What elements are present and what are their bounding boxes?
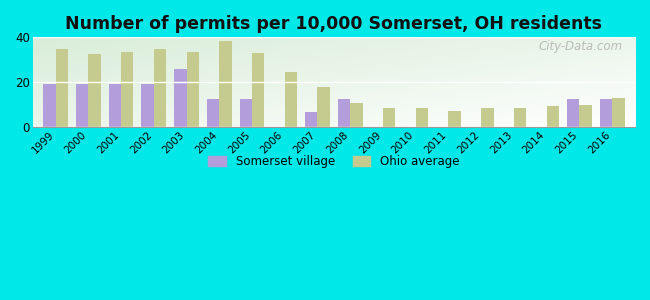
Bar (174, 69, 187, 127)
Bar (55, 49, 68, 127)
Bar (88, 54, 101, 127)
Bar (612, 98, 625, 127)
Bar (317, 87, 330, 127)
Legend: Somerset village, Ohio average: Somerset village, Ohio average (203, 151, 464, 173)
Bar (481, 108, 493, 127)
Text: City-Data.com: City-Data.com (539, 40, 623, 53)
Bar (121, 52, 133, 127)
Bar (141, 84, 154, 127)
Bar (547, 106, 559, 127)
Bar (383, 108, 395, 127)
Bar (338, 99, 350, 127)
Bar (187, 52, 199, 127)
Bar (240, 99, 252, 127)
Bar (252, 53, 265, 127)
Bar (415, 108, 428, 127)
Title: Number of permits per 10,000 Somerset, OH residents: Number of permits per 10,000 Somerset, O… (66, 15, 603, 33)
Bar (43, 84, 55, 127)
Bar (76, 84, 88, 127)
Bar (514, 108, 526, 127)
Bar (567, 99, 579, 127)
Bar (600, 99, 612, 127)
Bar (579, 104, 592, 127)
Bar (154, 49, 166, 127)
Bar (285, 72, 297, 127)
Bar (305, 112, 317, 127)
Bar (350, 103, 363, 127)
Bar (219, 41, 231, 127)
Bar (109, 84, 121, 127)
Bar (207, 99, 219, 127)
Bar (448, 111, 461, 127)
